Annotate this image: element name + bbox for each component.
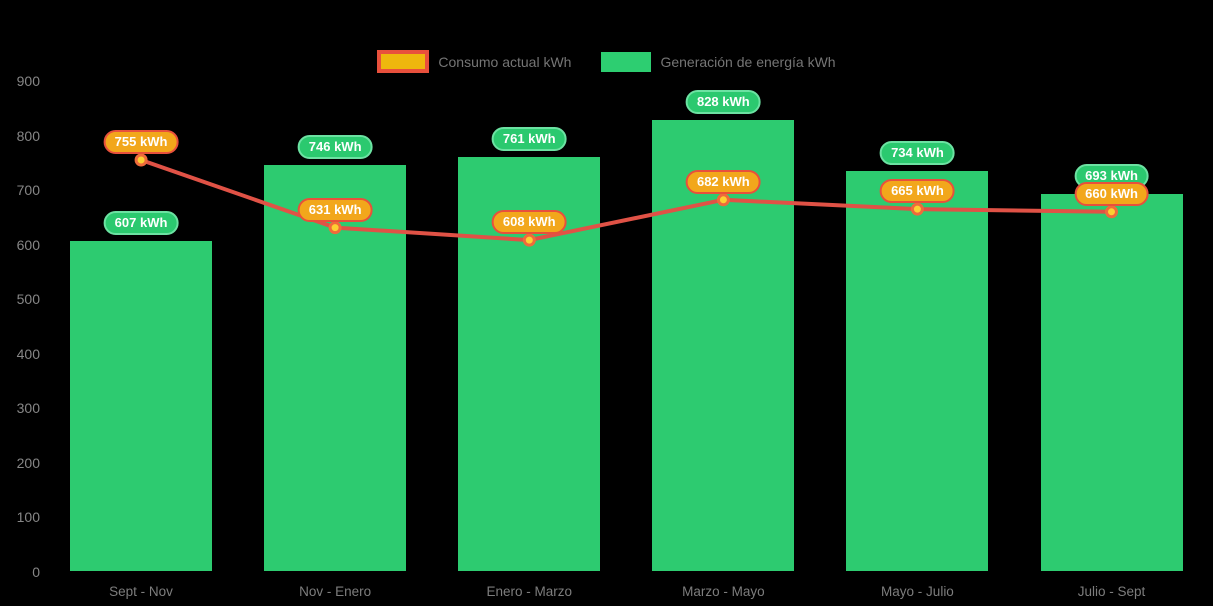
y-axis-tick-label: 0 bbox=[32, 563, 40, 580]
consumption-value-label: 665 kWh bbox=[880, 179, 955, 204]
generation-bar[interactable] bbox=[264, 164, 407, 572]
y-axis-tick-label: 300 bbox=[16, 400, 40, 416]
consumption-value-label: 608 kWh bbox=[491, 210, 567, 235]
x-axis-label: Enero - Marzo bbox=[486, 584, 573, 599]
consumption-value-label: 631 kWh bbox=[297, 197, 373, 222]
y-axis-tick-label: 800 bbox=[16, 127, 40, 144]
legend-label-consumption: Consumo actual kWh bbox=[438, 53, 572, 70]
y-axis-tick-label: 500 bbox=[16, 291, 40, 307]
y-axis-tick-label: 900 bbox=[16, 73, 40, 89]
generation-value-label: 761 kWh bbox=[491, 126, 567, 151]
x-axis-label: Julio - Sept bbox=[1077, 584, 1146, 599]
legend-label-generation: Generación de energía kWh bbox=[660, 53, 836, 70]
generation-value-label: 746 kWh bbox=[297, 134, 373, 159]
consumption-point[interactable] bbox=[134, 153, 148, 167]
consumption-value-label: 660 kWh bbox=[1074, 181, 1149, 206]
y-axis-tick-label: 400 bbox=[16, 345, 40, 362]
chart-legend: Consumo actual kWh Generación de energía… bbox=[0, 50, 1213, 73]
x-axis-label: Sept - Nov bbox=[109, 584, 173, 599]
y-axis-tick-label: 100 bbox=[16, 509, 40, 525]
consumption-legend-swatch-icon bbox=[377, 50, 430, 73]
generation-value-label: 607 kWh bbox=[103, 210, 179, 235]
generation-value-label: 828 kWh bbox=[685, 90, 761, 115]
generation-bar[interactable] bbox=[70, 240, 213, 572]
generation-value-label: 734 kWh bbox=[880, 141, 955, 166]
generation-legend-swatch-icon bbox=[601, 51, 652, 72]
legend-item-generation[interactable]: Generación de energía kWh bbox=[601, 51, 836, 72]
x-axis-label: Mayo - Julio bbox=[881, 584, 954, 599]
x-axis-label: Nov - Enero bbox=[299, 584, 372, 599]
y-axis-tick-label: 600 bbox=[16, 236, 40, 253]
y-axis-tick-label: 700 bbox=[16, 182, 40, 198]
y-axis-tick-label: 200 bbox=[16, 454, 40, 471]
x-axis-label: Marzo - Mayo bbox=[682, 584, 765, 599]
legend-item-consumption[interactable]: Consumo actual kWh bbox=[377, 50, 571, 73]
generation-bar[interactable] bbox=[846, 171, 989, 572]
consumption-value-label: 682 kWh bbox=[685, 169, 761, 194]
consumption-value-label: 755 kWh bbox=[103, 130, 179, 155]
generation-bar[interactable] bbox=[1040, 193, 1183, 572]
